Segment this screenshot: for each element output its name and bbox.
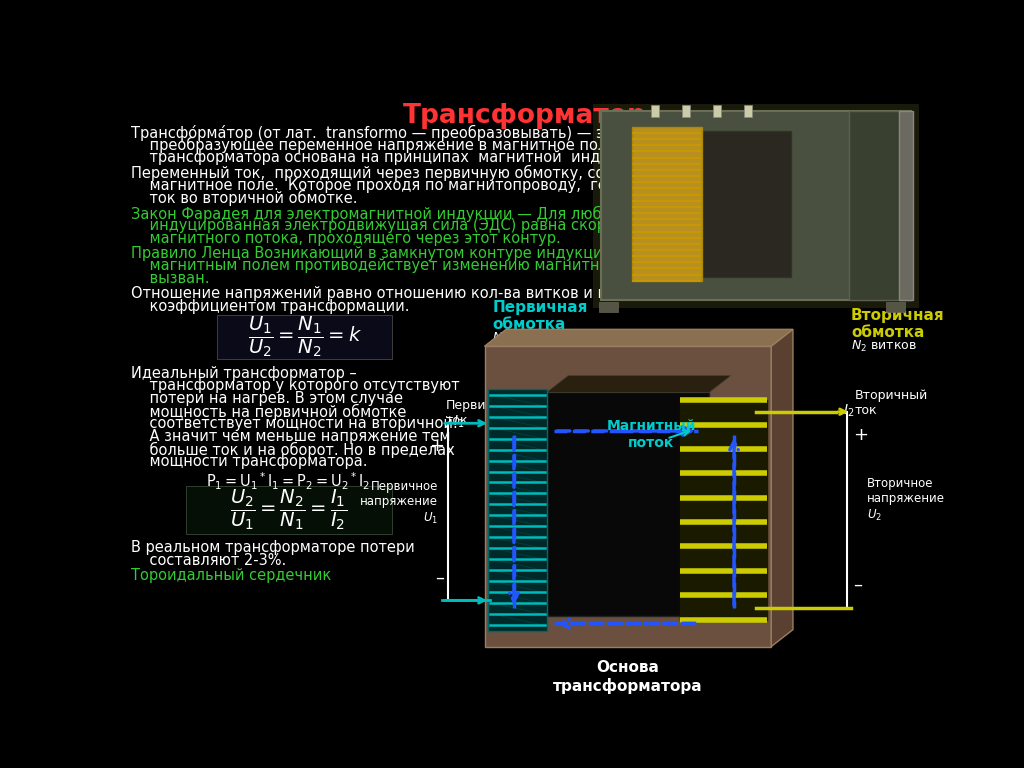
Text: $I_1$: $I_1$: [454, 414, 465, 430]
Polygon shape: [771, 329, 793, 647]
Text: Вторичное
напряжение
$U_2$: Вторичное напряжение $U_2$: [866, 478, 944, 523]
Bar: [682, 105, 690, 117]
Text: –: –: [435, 568, 444, 586]
Text: +: +: [429, 437, 444, 455]
Text: Первичное
напряжение
$U_1$: Первичное напряжение $U_1$: [360, 480, 438, 525]
Text: +: +: [853, 425, 868, 444]
Text: трансформатор у которого отсутствуют: трансформатор у которого отсутствуют: [131, 378, 460, 393]
Text: мощности трансформатора.: мощности трансформатора.: [131, 455, 368, 469]
Text: Вторичная
обмотка: Вторичная обмотка: [851, 308, 945, 340]
Text: Вторичный
ток: Вторичный ток: [855, 389, 928, 416]
Text: $N_2$ витков: $N_2$ витков: [851, 339, 916, 353]
Text: составляют 2-3%.: составляют 2-3%.: [131, 553, 287, 568]
Text: магнитного потока, проходящего через этот контур.: магнитного потока, проходящего через это…: [131, 230, 561, 246]
Text: Трансфо́рма́тор (от лат.  transformo — преобразовывать) — это устройство: Трансфо́рма́тор (от лат. transformo — пр…: [131, 124, 713, 141]
Bar: [849, 111, 910, 300]
Text: Идеальный трансформатор –: Идеальный трансформатор –: [131, 366, 356, 380]
Text: потери на нагрев. В этом случае: потери на нагрев. В этом случае: [131, 391, 403, 406]
Text: Правило Ленца Возникающий в замкнутом контуре индукционный ток своим: Правило Ленца Возникающий в замкнутом ко…: [131, 246, 734, 261]
Text: $\dfrac{U_2}{U_1} = \dfrac{N_2}{N_1} = \dfrac{I_1}{I_2}$: $\dfrac{U_2}{U_1} = \dfrac{N_2}{N_1} = \…: [230, 488, 347, 532]
Text: $\dfrac{U_1}{U_2} = \dfrac{N_1}{N_2} = k$: $\dfrac{U_1}{U_2} = \dfrac{N_1}{N_2} = k…: [248, 315, 361, 359]
Text: больше ток и на оборот. Но в пределах: больше ток и на оборот. Но в пределах: [131, 442, 455, 458]
Bar: [899, 111, 913, 300]
Bar: [636, 131, 791, 277]
Text: Первичная
обмотка: Первичная обмотка: [493, 300, 588, 333]
Text: Трансформатор: Трансформатор: [402, 103, 647, 129]
Bar: [593, 104, 919, 308]
Text: В реальном трансформаторе потери: В реальном трансформаторе потери: [131, 540, 415, 555]
Bar: [599, 302, 617, 313]
Text: А значит чем меньше напряжение тем: А значит чем меньше напряжение тем: [131, 429, 451, 444]
Text: соответствует мощности на вторичной.: соответствует мощности на вторичной.: [131, 416, 458, 432]
Text: преобразующее переменное напряжение в магнитное поле и обратно. Работа: преобразующее переменное напряжение в ма…: [131, 137, 761, 154]
Text: вызван.: вызван.: [131, 271, 210, 286]
Bar: [488, 389, 547, 631]
Bar: [484, 346, 771, 647]
Text: магнитное поле.  Которое проходя по магнитопроводу,  генерирует переменный: магнитное поле. Которое проходя по магни…: [131, 177, 782, 193]
Bar: [547, 392, 710, 616]
Polygon shape: [547, 376, 731, 392]
Bar: [632, 127, 701, 281]
Text: мощность на первичной обмотке: мощность на первичной обмотке: [131, 404, 407, 420]
Bar: [601, 111, 910, 300]
Text: Переменный ток,  проходящий через первичную обмотку, создает переменное: Переменный ток, проходящий через первичн…: [131, 165, 748, 181]
Text: –: –: [853, 576, 862, 594]
Text: коэффициентом трансформации.: коэффициентом трансформации.: [131, 299, 410, 314]
Text: Основа
трансформатора: Основа трансформатора: [553, 660, 702, 694]
Bar: [886, 302, 904, 313]
Text: $\mathrm{P_1=U_1{^*}I_1=P_2=U_2{^*}I_2}$: $\mathrm{P_1=U_1{^*}I_1=P_2=U_2{^*}I_2}$: [206, 470, 370, 492]
Text: трансформатора основана на принципах  магнитной  индукции.: трансформатора основана на принципах маг…: [131, 150, 651, 165]
Text: Отношение напряжений равно отношению кол-ва витков и называется: Отношение напряжений равно отношению кол…: [131, 286, 687, 301]
Text: Закон Фарадея для электромагнитной индукции — Для любого замкнутого контура: Закон Фарадея для электромагнитной индук…: [131, 205, 787, 221]
Text: ток во вторичной обмотке.: ток во вторичной обмотке.: [131, 190, 357, 207]
Text: $I_2$: $I_2$: [844, 402, 855, 419]
Text: Первичный
ток: Первичный ток: [445, 399, 520, 426]
Bar: [744, 105, 752, 117]
Polygon shape: [484, 329, 793, 346]
Text: магнитным полем противодействует изменению магнитного потока, которым он: магнитным полем противодействует изменен…: [131, 259, 782, 273]
Text: индуцированная электродвижущая сила (ЭДС) равна скорости изменения: индуцированная электродвижущая сила (ЭДС…: [131, 218, 730, 233]
Text: Тороидальный сердечник: Тороидальный сердечник: [131, 568, 332, 583]
Bar: [217, 315, 391, 359]
Bar: [651, 105, 658, 117]
Bar: [713, 105, 721, 117]
Text: Магнитный
поток: Магнитный поток: [606, 419, 696, 449]
Bar: [186, 486, 391, 534]
Text: $N_1$ витков: $N_1$ витков: [493, 331, 558, 346]
